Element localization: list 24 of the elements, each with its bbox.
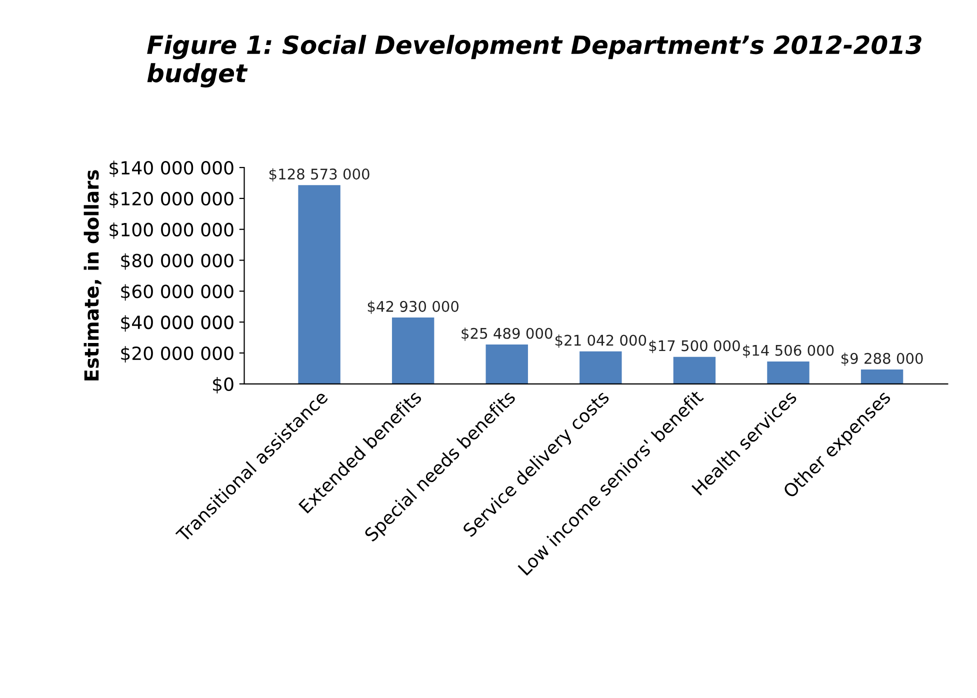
y-axis-title: Estimate, in dollars — [84, 170, 102, 380]
bar — [392, 318, 434, 384]
y-tick-label: $20 000 000 — [121, 346, 234, 363]
y-tick-label: $80 000 000 — [121, 253, 234, 270]
bar — [486, 344, 528, 384]
data-label: $14 506 000 — [743, 344, 834, 358]
y-tick-label: $120 000 000 — [110, 192, 234, 208]
data-label: $9 288 000 — [841, 352, 923, 366]
chart-title: Figure 1: Social Development Department’s 2012-2013 budget — [147, 34, 922, 88]
data-label: $42 930 000 — [368, 300, 458, 314]
data-label: $128 573 000 — [269, 168, 370, 182]
data-label: $21 042 000 — [555, 334, 646, 348]
data-label: $17 500 000 — [649, 340, 740, 354]
bar — [298, 185, 340, 384]
bar — [860, 370, 904, 384]
bar — [767, 361, 810, 384]
y-tick-label: $0 — [213, 377, 234, 394]
bar — [673, 356, 716, 384]
data-label: $25 489 000 — [462, 328, 552, 341]
y-tick-label: $100 000 000 — [110, 222, 234, 239]
bar — [580, 351, 622, 384]
y-tick-label: $140 000 000 — [110, 160, 234, 178]
y-tick-label: $40 000 000 — [121, 315, 234, 332]
y-tick-label: $60 000 000 — [121, 284, 234, 301]
